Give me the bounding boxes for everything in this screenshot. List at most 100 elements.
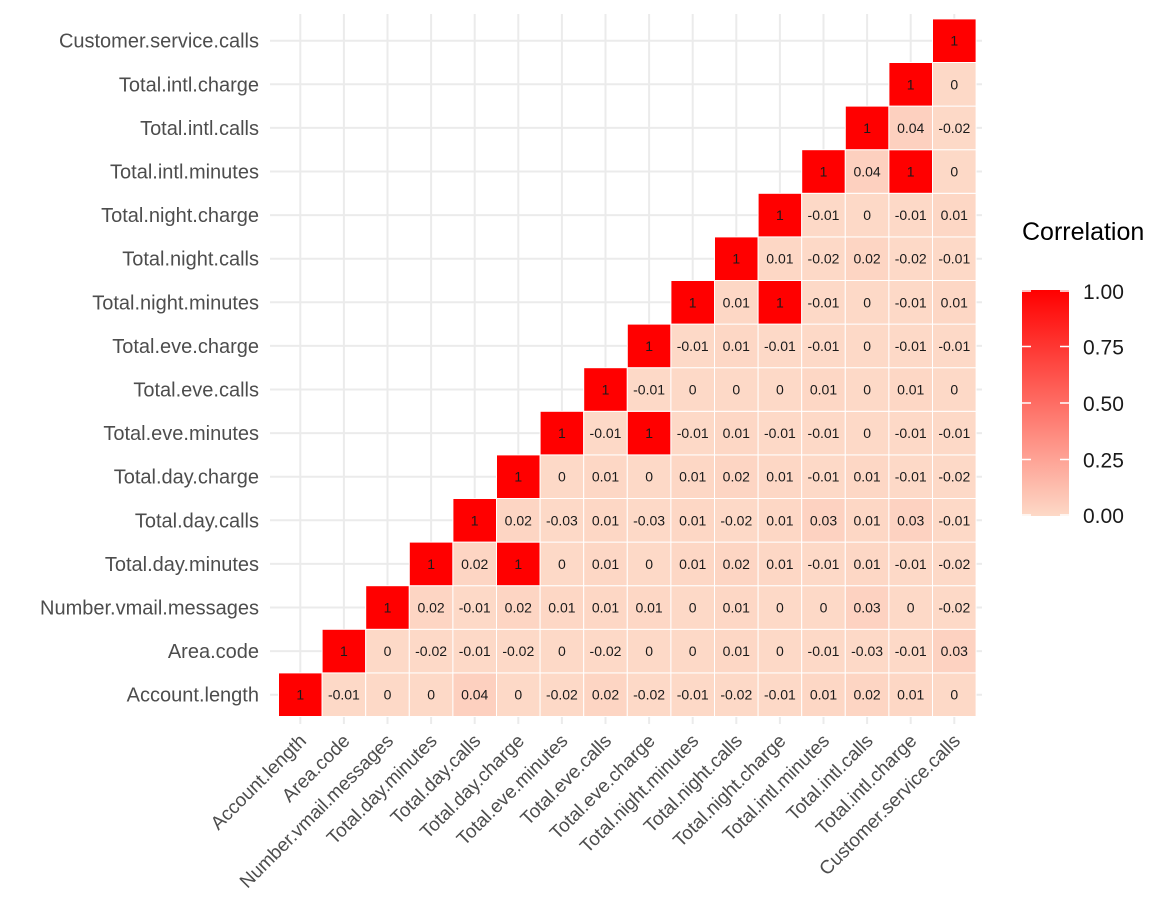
heatmap-cell <box>583 628 628 674</box>
legend-tick-label: 0.25 <box>1083 450 1124 473</box>
cell-value-label: 0 <box>863 338 871 354</box>
cell-value-label: 0 <box>863 294 871 310</box>
cell-value-label: -0.02 <box>633 687 665 703</box>
cell-value-label: 0.04 <box>461 687 488 703</box>
heatmap-cell <box>757 323 803 369</box>
heatmap-cell <box>670 367 716 412</box>
cell-value-label: -0.01 <box>895 425 927 441</box>
heatmap-cell <box>626 628 672 674</box>
heatmap-cell <box>365 585 410 630</box>
cell-value-label: 0.04 <box>897 120 924 136</box>
cell-value-label: -0.01 <box>808 338 840 354</box>
cell-value-label: -0.02 <box>938 120 970 136</box>
heatmap-cell <box>583 498 628 543</box>
cell-value-label: 1 <box>732 251 740 267</box>
heatmap-cell <box>626 541 672 587</box>
cell-value-label: -0.03 <box>633 512 665 528</box>
heatmap-cell <box>539 541 585 587</box>
cell-value-label: 0.02 <box>723 469 750 485</box>
y-tick-label: Total.day.charge <box>114 467 259 489</box>
cell-value-label: 0.02 <box>505 512 532 528</box>
heatmap-cell <box>539 410 585 456</box>
cell-value-label: 0.03 <box>897 512 924 528</box>
cell-value-label: 0.01 <box>679 512 706 528</box>
cell-value-label: -0.01 <box>764 425 796 441</box>
heatmap-cells: 1 -0.01 0 0 0.04 0 -0.02 0.02 -0.02 -0.01 -0.02 -0.… <box>278 18 977 718</box>
cell-value-label: 0.02 <box>461 556 488 572</box>
cell-value-label: 0.01 <box>853 556 880 572</box>
cell-value-label: 1 <box>427 556 435 572</box>
cell-value-label: 0.01 <box>853 469 880 485</box>
heatmap-cell <box>844 585 890 630</box>
heatmap-cell <box>670 585 716 630</box>
heatmap-cell <box>714 628 759 674</box>
cell-value-label: 0 <box>558 469 566 485</box>
cell-value-label: 1 <box>950 33 958 49</box>
legend-title: Correlation <box>1022 218 1144 246</box>
cell-value-label: 0 <box>950 687 958 703</box>
heatmap-cell <box>408 672 454 718</box>
cell-value-label: 0 <box>645 469 653 485</box>
cell-value-label: 0.02 <box>592 687 619 703</box>
heatmap-cell <box>801 280 846 325</box>
cell-value-label: -0.01 <box>895 556 927 572</box>
cell-value-label: 1 <box>514 469 522 485</box>
y-tick-label: Total.intl.charge <box>119 74 259 96</box>
heatmap-cell <box>670 323 716 369</box>
heatmap-cell <box>932 672 977 718</box>
heatmap-cell <box>932 541 977 587</box>
heatmap-cell <box>801 410 846 456</box>
cell-value-label: -0.01 <box>590 425 622 441</box>
cell-value-label: -0.02 <box>938 469 970 485</box>
cell-value-label: 0 <box>863 382 871 398</box>
cell-value-label: -0.01 <box>764 338 796 354</box>
y-tick-label: Account.length <box>127 685 259 707</box>
heatmap-cell <box>844 323 890 369</box>
heatmap-cell <box>844 105 890 151</box>
cell-value-label: 0.01 <box>723 294 750 310</box>
cell-value-label: 0.01 <box>723 600 750 616</box>
cell-value-label: 0 <box>645 643 653 659</box>
heatmap-cell <box>932 498 977 543</box>
cell-value-label: -0.02 <box>502 643 534 659</box>
heatmap-cell <box>932 323 977 369</box>
cell-value-label: -0.01 <box>808 643 840 659</box>
heatmap-cell <box>714 454 759 499</box>
cell-value-label: 0.01 <box>723 338 750 354</box>
heatmap-cell <box>932 236 977 281</box>
cell-value-label: -0.01 <box>328 687 360 703</box>
y-tick-label: Total.night.minutes <box>92 292 259 314</box>
heatmap-cell <box>714 410 759 456</box>
heatmap-cell <box>801 192 846 238</box>
cell-value-label: -0.01 <box>808 556 840 572</box>
cell-value-label: 0.01 <box>679 556 706 572</box>
cell-value-label: 1 <box>296 687 304 703</box>
cell-value-label: -0.01 <box>808 294 840 310</box>
heatmap-cell <box>888 672 934 718</box>
cell-value-label: -0.01 <box>459 643 491 659</box>
cell-value-label: 1 <box>776 294 784 310</box>
cell-value-label: 0 <box>776 382 784 398</box>
heatmap-cell <box>932 367 977 412</box>
heatmap-cell <box>452 628 497 674</box>
heatmap-cell <box>626 367 672 412</box>
cell-value-label: -0.02 <box>590 643 622 659</box>
cell-value-label: -0.02 <box>938 556 970 572</box>
cell-value-label: -0.01 <box>895 294 927 310</box>
cell-value-label: 0 <box>558 643 566 659</box>
heatmap-cell <box>670 410 716 456</box>
heatmap-cell <box>583 585 628 630</box>
cell-value-label: 1 <box>689 294 697 310</box>
y-tick-label: Number.vmail.messages <box>40 598 259 620</box>
y-tick-label: Total.eve.charge <box>112 336 259 358</box>
y-tick-label: Total.eve.minutes <box>103 423 259 445</box>
legend-ticks: 1.00 0.75 0.50 0.25 0.00 <box>1022 281 1124 528</box>
cell-value-label: -0.02 <box>938 600 970 616</box>
cell-value-label: -0.01 <box>895 643 927 659</box>
cell-value-label: 0 <box>863 425 871 441</box>
cell-value-label: 0.02 <box>723 556 750 572</box>
cell-value-label: 1 <box>384 600 392 616</box>
heatmap-cell <box>452 541 497 587</box>
cell-value-label: 1 <box>645 425 653 441</box>
cell-value-label: 0 <box>863 207 871 223</box>
